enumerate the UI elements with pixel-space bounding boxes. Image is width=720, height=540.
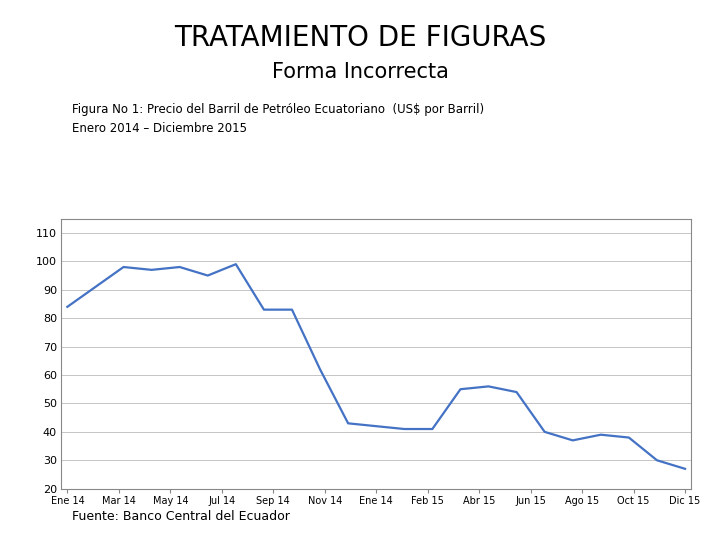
Text: Forma Incorrecta: Forma Incorrecta (271, 62, 449, 82)
Text: Fuente: Banco Central del Ecuador: Fuente: Banco Central del Ecuador (72, 510, 290, 523)
Text: TRATAMIENTO DE FIGURAS: TRATAMIENTO DE FIGURAS (174, 24, 546, 52)
Text: Figura No 1: Precio del Barril de Petróleo Ecuatoriano  (US$ por Barril): Figura No 1: Precio del Barril de Petról… (72, 103, 484, 116)
Text: Enero 2014 – Diciembre 2015: Enero 2014 – Diciembre 2015 (72, 122, 247, 134)
